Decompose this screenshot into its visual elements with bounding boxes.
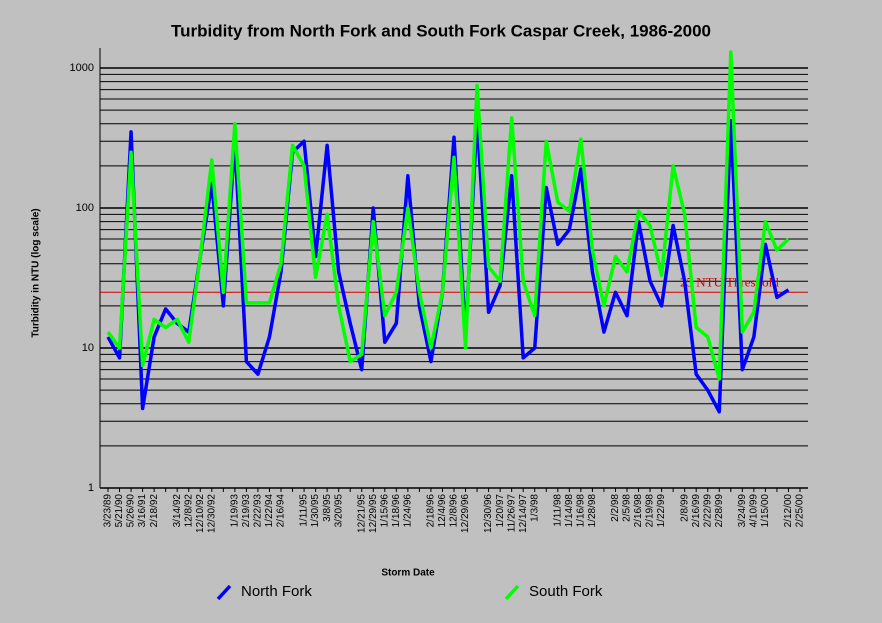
x-tick-label: 1/18/96 (391, 494, 402, 528)
x-tick-label: 1/11/98 (552, 494, 563, 527)
x-tick-label: 3/8/95 (322, 494, 333, 522)
x-tick-label: 12/30/92 (206, 494, 217, 533)
x-tick-label: 1/22/94 (264, 494, 275, 528)
x-tick-label: 1/24/96 (403, 494, 414, 528)
x-tick-label: 1/30/95 (310, 494, 321, 528)
x-tick-label: 1/22/99 (656, 494, 667, 528)
x-tick-label: 2/8/99 (679, 494, 690, 522)
x-tick-label: 2/28/99 (714, 494, 725, 528)
y-tick-label: 1 (88, 482, 94, 494)
x-tick-label: 2/5/98 (622, 494, 633, 522)
y-tick-label: 1000 (70, 62, 94, 74)
x-tick-label: 12/14/97 (518, 494, 529, 533)
x-tick-label: 12/8/96 (449, 494, 460, 528)
x-tick-label: 1/20/97 (495, 494, 506, 528)
x-tick-label: 2/19/98 (645, 494, 656, 528)
threshold-label: 25 NTU Threshold (680, 274, 779, 289)
x-tick-label: 1/15/00 (760, 494, 771, 528)
x-tick-label: 12/21/95 (356, 494, 367, 533)
x-tick-label: 5/26/90 (126, 494, 137, 528)
x-tick-label: 11/26/97 (506, 494, 517, 533)
x-tick-label: 2/12/00 (783, 494, 794, 528)
x-tick-label: 1/11/95 (299, 494, 310, 527)
legend-swatch (216, 584, 232, 601)
y-tick-label: 100 (76, 202, 94, 214)
series-line (106, 50, 790, 381)
x-tick-label: 2/22/99 (702, 494, 713, 528)
x-tick-label: 3/23/89 (103, 494, 114, 528)
x-tick-label: 2/16/94 (276, 494, 287, 528)
x-tick-label: 1/19/93 (230, 494, 241, 528)
x-tick-label: 1/28/98 (587, 494, 598, 528)
x-tick-label: 2/25/00 (795, 494, 806, 528)
legend-label: South Fork (529, 583, 603, 600)
x-tick-label: 12/4/96 (437, 494, 448, 528)
x-tick-label: 3/14/92 (172, 494, 183, 528)
x-tick-label: 4/10/99 (749, 494, 760, 528)
x-tick-label: 2/18/96 (426, 494, 437, 528)
x-tick-label: 1/3/98 (529, 494, 540, 522)
y-tick-label: 10 (82, 342, 94, 354)
x-tick-label: 1/15/96 (379, 494, 390, 528)
y-axis-label: Turbidity in NTU (log scale) (31, 208, 42, 337)
x-tick-label: 2/19/93 (241, 494, 252, 528)
x-tick-label: 12/29/95 (368, 494, 379, 533)
x-tick-label: 2/18/92 (149, 494, 160, 528)
x-tick-label: 3/24/99 (737, 494, 748, 528)
chart-title: Turbidity from North Fork and South Fork… (171, 21, 711, 40)
x-tick-label: 2/22/93 (253, 494, 264, 528)
x-tick-label: 2/16/98 (633, 494, 644, 528)
x-tick-label: 3/20/95 (333, 494, 344, 528)
x-axis-label: Storm Date (381, 568, 435, 579)
x-tick-label: 3/16/91 (137, 494, 148, 528)
legend-swatch (504, 584, 520, 601)
x-tick-label: 5/21/90 (114, 494, 125, 528)
x-tick-label: 1/16/98 (576, 494, 587, 528)
x-tick-label: 12/30/96 (483, 494, 494, 533)
x-tick-label: 12/29/96 (460, 494, 471, 533)
x-tick-label: 2/2/98 (610, 494, 621, 522)
x-tick-label: 12/8/92 (183, 494, 194, 528)
x-tick-label: 1/14/98 (564, 494, 575, 528)
x-tick-label: 2/16/99 (691, 494, 702, 528)
legend-label: North Fork (241, 583, 312, 600)
x-tick-label: 12/10/92 (195, 494, 206, 533)
